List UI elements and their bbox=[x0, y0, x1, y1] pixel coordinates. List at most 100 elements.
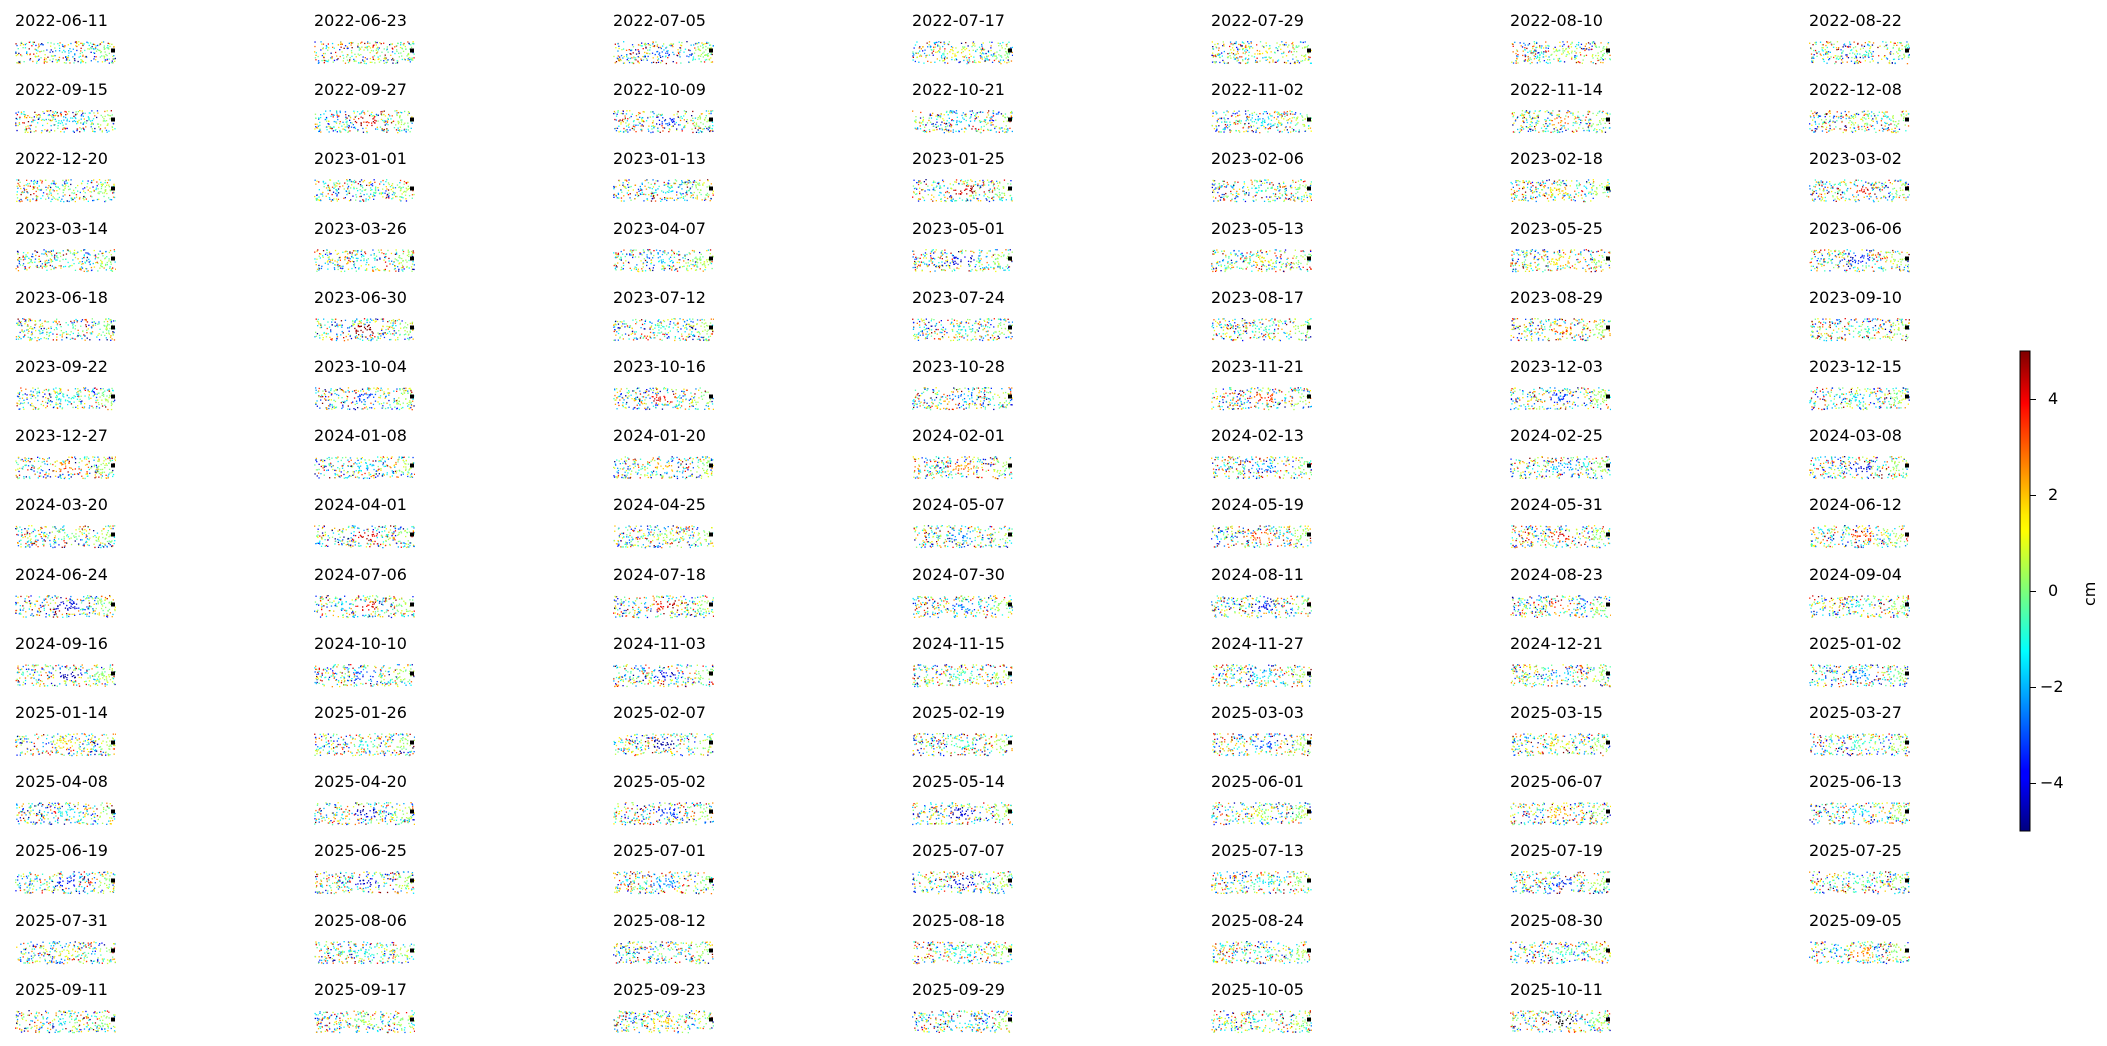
scatter-point bbox=[369, 51, 371, 54]
scatter-point bbox=[670, 191, 672, 193]
scatter-point bbox=[701, 131, 703, 133]
scatter-point bbox=[1833, 115, 1836, 118]
scatter-point bbox=[1587, 126, 1589, 128]
scatter-point bbox=[1000, 199, 1002, 201]
scatter-point bbox=[666, 200, 668, 202]
scatter-point bbox=[1292, 130, 1294, 133]
scatter-point bbox=[935, 123, 937, 126]
scatter-point bbox=[362, 181, 364, 183]
scatter-point bbox=[950, 111, 953, 114]
scatter-point bbox=[413, 194, 415, 196]
scatter-point bbox=[1559, 128, 1561, 131]
scatter-point bbox=[331, 42, 334, 45]
scatter-point bbox=[698, 182, 700, 185]
scatter-point bbox=[346, 56, 348, 58]
scatter-point bbox=[93, 56, 96, 58]
scatter-point bbox=[1588, 47, 1590, 49]
scatter-point bbox=[949, 51, 951, 53]
scatter-point bbox=[328, 120, 330, 123]
scatter-point bbox=[1006, 43, 1008, 45]
scatter-point bbox=[372, 115, 374, 117]
scatter-point bbox=[1866, 51, 1868, 53]
scatter-point bbox=[651, 128, 653, 130]
scatter-point bbox=[85, 55, 87, 58]
scatter-point bbox=[1605, 112, 1607, 115]
scatter-point bbox=[369, 115, 371, 117]
scatter-point bbox=[1571, 52, 1573, 54]
scatter-point bbox=[77, 122, 79, 124]
scatter-point bbox=[920, 55, 923, 57]
scatter-point bbox=[646, 199, 649, 202]
reference-point-marker bbox=[1307, 117, 1311, 122]
scatter-point bbox=[55, 120, 57, 123]
scatter-point bbox=[383, 121, 385, 123]
scatter-point bbox=[355, 196, 358, 199]
scatter-point bbox=[1844, 111, 1846, 113]
scatter-point bbox=[929, 114, 931, 117]
scatter-point bbox=[627, 190, 630, 192]
scatter-point bbox=[58, 59, 60, 61]
scatter-point bbox=[35, 130, 37, 132]
scatter-point bbox=[1219, 61, 1221, 64]
scatter-point bbox=[1538, 59, 1540, 62]
scatter-point bbox=[56, 61, 58, 64]
scatter-point bbox=[337, 119, 339, 121]
scatter-point bbox=[1281, 115, 1283, 117]
scatter-point bbox=[328, 123, 330, 126]
scatter-point bbox=[922, 121, 924, 123]
scatter-point bbox=[635, 124, 637, 127]
scatter-point bbox=[1835, 61, 1837, 63]
scatter-point bbox=[363, 189, 366, 192]
scatter-point bbox=[637, 195, 640, 197]
scatter-point bbox=[656, 51, 658, 53]
scatter-point bbox=[649, 46, 651, 49]
scatter-point bbox=[1899, 55, 1901, 57]
scatter-point bbox=[696, 198, 698, 200]
scatter-point bbox=[972, 112, 974, 114]
scatter-point bbox=[1212, 48, 1214, 50]
scatter-point bbox=[396, 50, 398, 53]
scatter-point bbox=[965, 120, 967, 122]
scatter-point bbox=[695, 184, 697, 186]
scatter-point bbox=[980, 53, 983, 55]
scatter-point bbox=[103, 46, 105, 49]
scatter-point bbox=[1535, 50, 1537, 52]
scatter-point bbox=[1606, 114, 1609, 116]
scatter-point bbox=[400, 188, 402, 190]
scatter-point bbox=[965, 55, 967, 57]
scatter-point bbox=[1256, 61, 1258, 63]
scatter-point bbox=[336, 55, 338, 57]
scatter-point bbox=[1600, 123, 1602, 125]
scatter-point bbox=[1281, 131, 1283, 133]
scatter-point bbox=[1291, 43, 1293, 45]
scatter-point bbox=[944, 50, 946, 52]
scatter-point bbox=[1007, 56, 1009, 58]
scatter-point bbox=[362, 110, 364, 112]
scatter-point bbox=[1511, 112, 1514, 114]
scatter-point bbox=[1845, 130, 1847, 132]
scatter-point bbox=[1218, 195, 1220, 197]
scatter-point bbox=[350, 199, 352, 201]
scatter-point bbox=[386, 131, 388, 133]
scatter-point bbox=[76, 113, 78, 115]
scatter-point bbox=[23, 113, 25, 116]
scatter-point bbox=[1828, 130, 1830, 132]
scatter-point bbox=[677, 49, 679, 51]
scatter-point bbox=[707, 55, 709, 57]
scatter-point bbox=[1004, 117, 1006, 119]
scatter-point bbox=[1868, 117, 1870, 120]
scatter-point bbox=[1900, 42, 1902, 44]
scatter-point bbox=[372, 56, 374, 58]
scatter-point bbox=[16, 201, 18, 203]
scatter-point bbox=[951, 58, 953, 61]
scatter-point bbox=[974, 190, 976, 192]
scatter-point bbox=[1816, 128, 1818, 130]
scatter-point bbox=[668, 54, 670, 56]
scatter-point bbox=[709, 127, 711, 129]
scatter-point bbox=[657, 180, 659, 182]
scatter-point bbox=[64, 188, 66, 190]
scatter-point bbox=[1568, 53, 1570, 55]
scatter-point bbox=[689, 54, 691, 56]
scatter-point bbox=[51, 199, 53, 201]
scatter-point bbox=[1822, 122, 1824, 124]
